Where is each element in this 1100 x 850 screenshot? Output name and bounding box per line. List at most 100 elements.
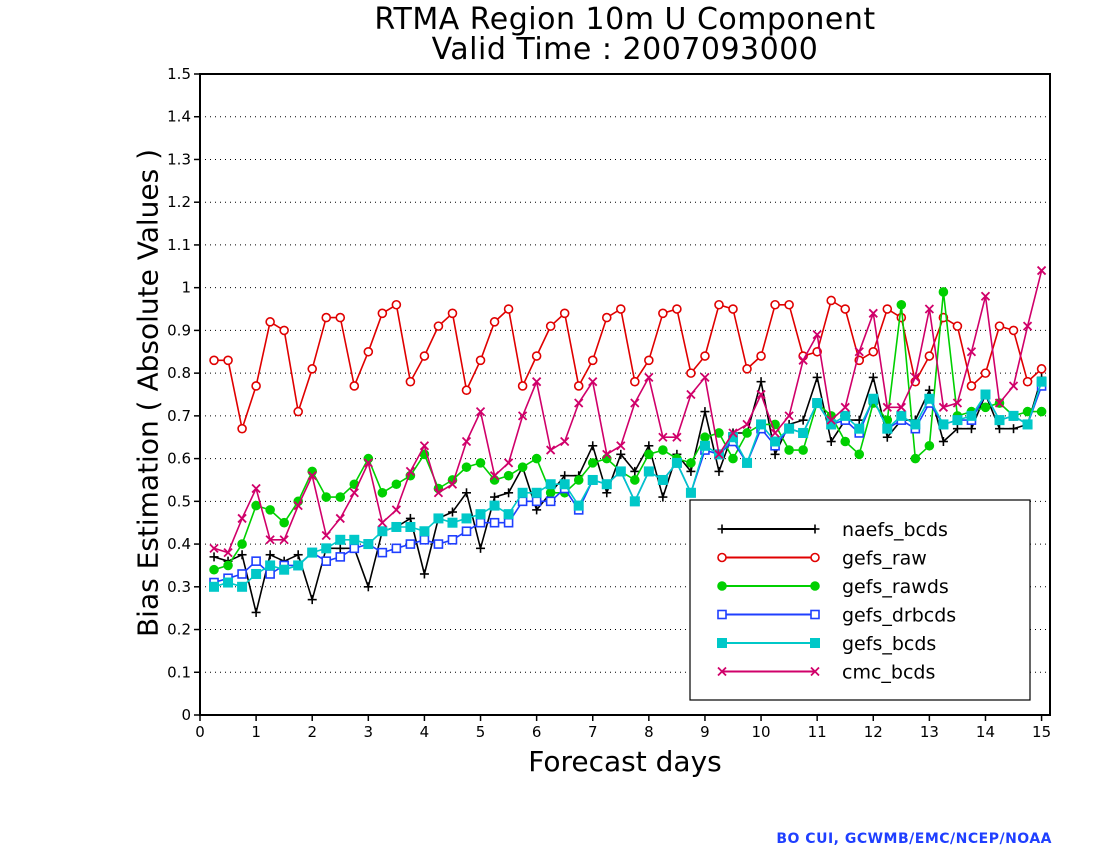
- y-tick-label: 1.2: [167, 193, 191, 211]
- data-point: [742, 419, 752, 430]
- data-point: [377, 526, 388, 537]
- data-point: [924, 304, 935, 314]
- data-point: [559, 479, 570, 490]
- data-point: [545, 479, 556, 490]
- data-point: [854, 415, 864, 425]
- data-point: [573, 381, 584, 391]
- data-point: [279, 564, 290, 575]
- data-point: [756, 389, 766, 400]
- data-point: [531, 496, 542, 507]
- legend-label: gefs_raw: [842, 548, 927, 570]
- data-point: [615, 304, 626, 314]
- data-point: [812, 372, 822, 382]
- data-point: [251, 607, 261, 617]
- data-point: [1008, 410, 1019, 421]
- data-point: [966, 410, 977, 421]
- data-point: [447, 517, 458, 528]
- data-point: [321, 530, 331, 541]
- data-point: [966, 381, 977, 391]
- data-point: [489, 471, 500, 481]
- legend-marker: [810, 638, 820, 648]
- x-tick-label: 13: [920, 723, 939, 741]
- legend-marker: [810, 666, 820, 677]
- data-point: [868, 308, 878, 318]
- series-group: [209, 265, 1047, 617]
- y-tick-label: 0.2: [167, 621, 191, 639]
- legend-box: [689, 499, 1031, 701]
- data-point: [517, 411, 528, 421]
- data-point: [896, 299, 907, 310]
- data-point: [517, 487, 528, 498]
- x-tick-label: 9: [700, 723, 710, 741]
- data-point: [293, 406, 303, 417]
- data-point: [896, 402, 906, 412]
- data-point: [461, 436, 472, 447]
- data-point: [237, 581, 248, 592]
- data-point: [966, 424, 976, 434]
- data-point: [531, 351, 542, 361]
- data-point: [265, 569, 275, 579]
- data-point: [700, 432, 710, 443]
- data-point: [504, 488, 514, 498]
- data-point: [503, 470, 514, 481]
- x-tick-label: 11: [808, 723, 827, 741]
- data-point: [994, 398, 1005, 408]
- data-point: [574, 398, 584, 408]
- data-point: [531, 453, 542, 464]
- data-point: [265, 535, 275, 545]
- data-point: [475, 355, 486, 366]
- data-point: [644, 372, 654, 383]
- axes: 0 0.1 0.2 0.3 0.4 0.5 0.6 0.7 0.8 0.9 1 1.1 1.2 1.3 1.…: [167, 65, 1051, 741]
- data-point: [742, 457, 753, 468]
- data-point: [209, 355, 219, 366]
- data-point: [826, 295, 836, 306]
- data-point: [728, 304, 738, 314]
- x-tick-label: 1: [251, 723, 261, 741]
- data-point: [798, 445, 808, 455]
- data-point: [531, 487, 542, 498]
- x-tick-label: 12: [864, 723, 883, 741]
- data-point: [756, 351, 766, 361]
- data-point: [1022, 419, 1033, 430]
- data-point: [728, 428, 738, 438]
- data-point: [265, 550, 275, 560]
- data-point: [531, 377, 542, 387]
- data-point: [573, 475, 584, 485]
- data-point: [1009, 424, 1019, 434]
- data-point: [630, 398, 640, 408]
- legend-marker: [810, 524, 820, 534]
- plot-frame: [199, 73, 1051, 716]
- data-point: [335, 312, 346, 323]
- data-point: [307, 595, 317, 605]
- data-point: [321, 492, 332, 502]
- data-point: [742, 364, 752, 374]
- data-point: [363, 539, 374, 550]
- legend-marker: [810, 581, 820, 591]
- data-point: [405, 466, 416, 477]
- data-point: [700, 407, 710, 417]
- data-point: [223, 355, 233, 366]
- data-point: [1036, 265, 1047, 276]
- data-point: [1008, 381, 1019, 391]
- chart-title: RTMA Region 10m U Component: [374, 2, 876, 37]
- data-point: [419, 526, 430, 537]
- data-point: [910, 372, 920, 383]
- data-point: [433, 488, 444, 498]
- data-point: [293, 560, 304, 571]
- data-point: [952, 321, 963, 331]
- data-point: [377, 547, 388, 558]
- data-point: [419, 569, 429, 579]
- data-point: [573, 500, 584, 511]
- data-point: [251, 568, 262, 579]
- data-point: [349, 534, 360, 545]
- data-point: [685, 487, 696, 498]
- data-point: [910, 453, 921, 464]
- data-point: [924, 385, 934, 395]
- data-point: [545, 487, 556, 498]
- data-point: [503, 458, 514, 468]
- data-point: [489, 517, 500, 528]
- data-point: [588, 441, 598, 451]
- data-point: [756, 419, 767, 430]
- data-point: [629, 496, 640, 507]
